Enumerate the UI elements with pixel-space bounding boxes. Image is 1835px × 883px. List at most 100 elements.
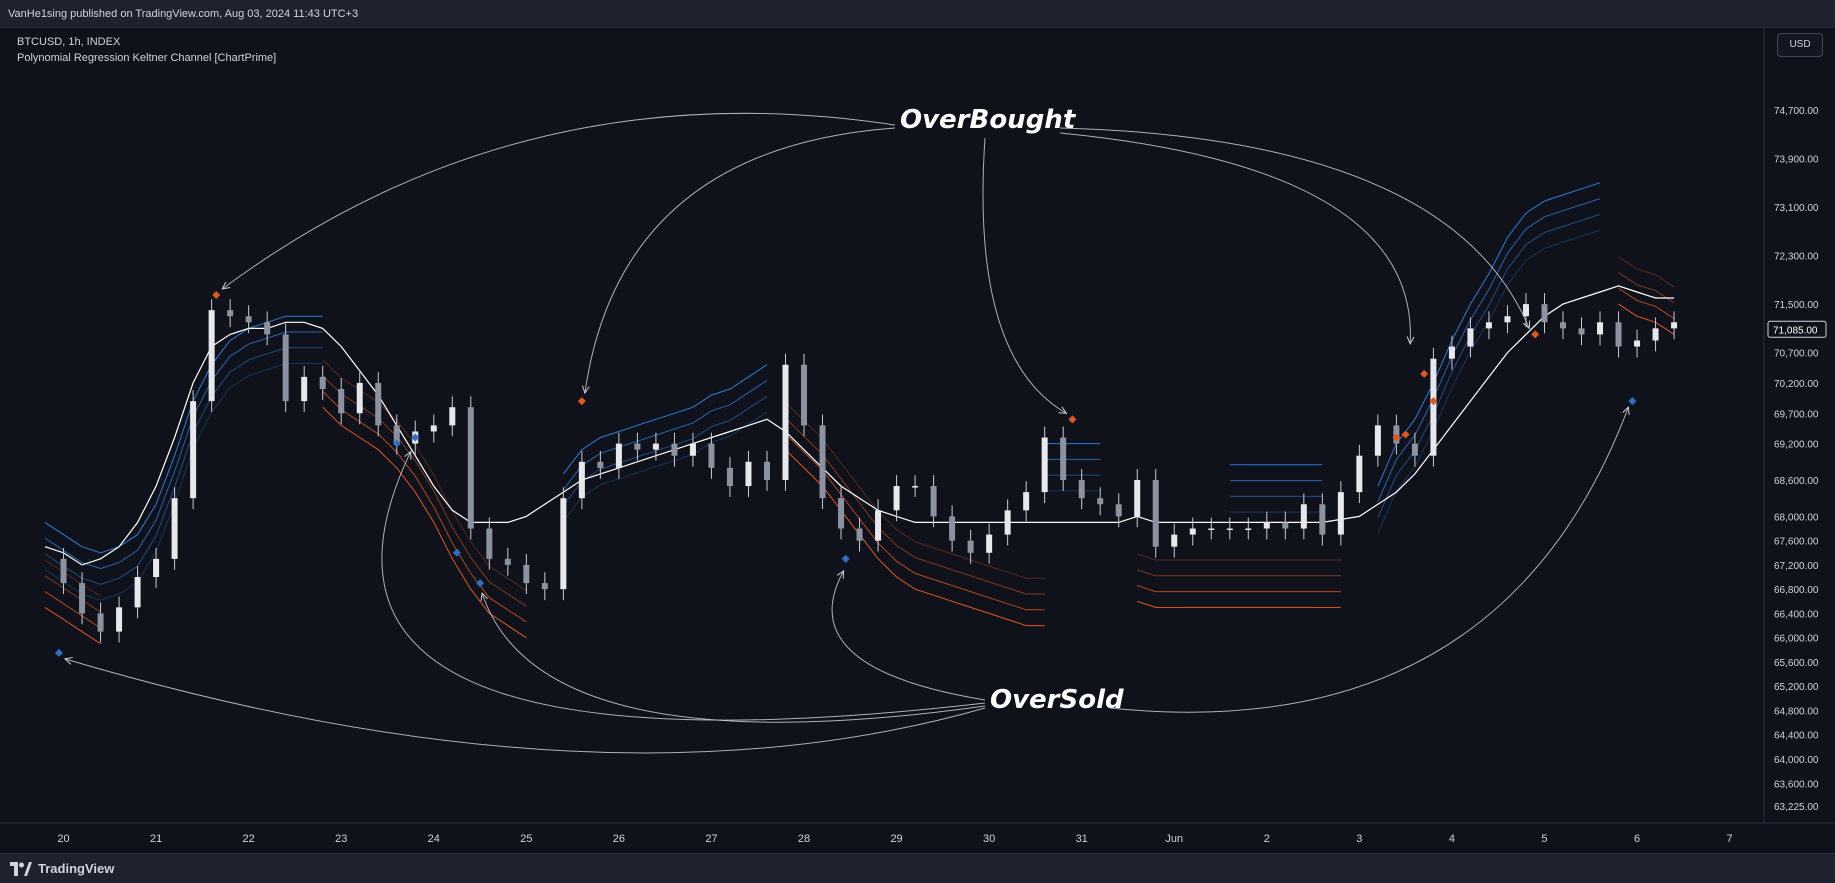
y-tick-label: 71,500.00: [1774, 300, 1819, 311]
candle-body: [1597, 322, 1604, 335]
candle-body: [1522, 304, 1529, 317]
candle-body: [1615, 322, 1622, 347]
candle-body: [1208, 528, 1215, 531]
candle-body: [930, 486, 937, 517]
candle-body: [1263, 522, 1270, 529]
candle-body: [541, 583, 548, 590]
price-chart[interactable]: 74,700.00 73,900.00 73,100.00 72,300.00 71,5…: [0, 28, 1835, 853]
candle-body: [1634, 340, 1641, 347]
y-tick-label: 74,700.00: [1774, 106, 1819, 117]
upper-band-line: [44, 198, 1601, 570]
overbought-marker: [577, 397, 586, 406]
candle-body: [652, 443, 659, 450]
candle-body: [1337, 492, 1344, 535]
oversold-marker: [54, 648, 63, 657]
candle-body: [245, 316, 252, 323]
candle-body: [838, 498, 845, 529]
last-price-badge: [1767, 320, 1827, 338]
y-tick-label: 69,200.00: [1774, 440, 1819, 451]
candle-body: [504, 558, 511, 565]
x-tick-label: 7: [1727, 833, 1733, 845]
annotation-arrow: [221, 112, 896, 290]
publish-bar: VanHe1sing published on TradingView.com,…: [0, 0, 1835, 28]
y-tick-label: 73,900.00: [1774, 155, 1819, 166]
candle-body: [301, 376, 308, 402]
annotation-arrow: [831, 570, 986, 701]
x-tick-label: Jun: [1165, 833, 1183, 845]
chart-area[interactable]: [0, 28, 1835, 853]
last-price-label: 71,085.00: [1773, 325, 1818, 336]
x-tick-label: 5: [1541, 833, 1547, 845]
overbought-marker: [1429, 397, 1438, 406]
tradingview-brand[interactable]: TradingView: [10, 861, 114, 876]
x-tick-label: 26: [613, 833, 625, 845]
annotation-arrowhead: [1622, 406, 1630, 416]
candle-body: [1282, 522, 1289, 529]
oversold-marker: [476, 579, 485, 588]
price-axis-panel[interactable]: [1764, 28, 1835, 823]
candle-body: [819, 425, 826, 499]
candle-body: [856, 528, 863, 541]
candle-body: [486, 528, 493, 559]
candle-body: [467, 407, 474, 529]
currency-button[interactable]: USD: [1777, 33, 1823, 57]
candle-body: [1652, 328, 1659, 341]
x-tick-label: 3: [1356, 833, 1362, 845]
candle-body: [986, 534, 993, 553]
candle-body: [282, 334, 289, 402]
candle-body: [449, 407, 456, 426]
annotation-arrow: [1059, 132, 1411, 344]
y-tick-label: 69,700.00: [1774, 409, 1819, 420]
oversold-marker: [452, 548, 461, 557]
overbought-marker: [1420, 369, 1429, 378]
tradingview-logo-icon: [10, 861, 32, 876]
candle-body: [949, 516, 956, 541]
annotation-arrowhead: [1406, 336, 1415, 345]
annotation-arrowhead: [581, 385, 590, 395]
candle-body: [726, 467, 733, 487]
candle-body: [597, 461, 604, 468]
candle-body: [1541, 304, 1548, 323]
candle-body: [190, 401, 197, 499]
x-tick-label: 21: [150, 833, 162, 845]
candle-body: [1467, 328, 1474, 347]
candle-body: [1559, 322, 1566, 329]
y-tick-label: 64,800.00: [1774, 706, 1819, 717]
candle-body: [671, 443, 678, 456]
candle-body: [430, 425, 437, 432]
candle-body: [912, 486, 919, 488]
candle-body: [116, 607, 123, 632]
y-tick-label: 65,200.00: [1774, 682, 1819, 693]
candle-body: [1078, 479, 1085, 499]
y-tick-label: 68,000.00: [1774, 512, 1819, 523]
candle-body: [1060, 437, 1067, 480]
candle-body: [875, 510, 882, 541]
candle-body: [208, 310, 215, 402]
candle-body: [745, 461, 752, 487]
brand-label: TradingView: [38, 861, 115, 876]
candle-body: [1134, 479, 1141, 517]
annotation-arrowhead: [221, 281, 231, 290]
x-tick-label: 30: [983, 833, 995, 845]
candle-body: [1171, 534, 1178, 547]
y-tick-label: 66,000.00: [1774, 634, 1819, 645]
candle-body: [1023, 492, 1030, 511]
x-tick-label: 27: [705, 833, 717, 845]
candle-body: [615, 443, 622, 468]
annotation-arrow: [381, 451, 986, 721]
annotation-arrowhead: [63, 657, 73, 665]
y-tick-label: 64,400.00: [1774, 731, 1819, 742]
candle-body: [356, 382, 363, 414]
annotation-arrowhead: [836, 569, 845, 579]
symbol-info[interactable]: BTCUSD, 1h, INDEX: [17, 36, 121, 48]
candle-body: [1504, 316, 1511, 323]
candle-body: [134, 577, 141, 608]
candle-body: [264, 322, 271, 335]
annotation-arrow: [481, 592, 986, 723]
overbought-marker: [212, 290, 221, 299]
candle-body: [1097, 498, 1104, 505]
candle-body: [1004, 510, 1011, 535]
overbought-marker: [1392, 433, 1401, 442]
y-tick-label: 67,600.00: [1774, 537, 1819, 548]
indicator-info[interactable]: Polynomial Regression Keltner Channel [C…: [17, 52, 277, 64]
